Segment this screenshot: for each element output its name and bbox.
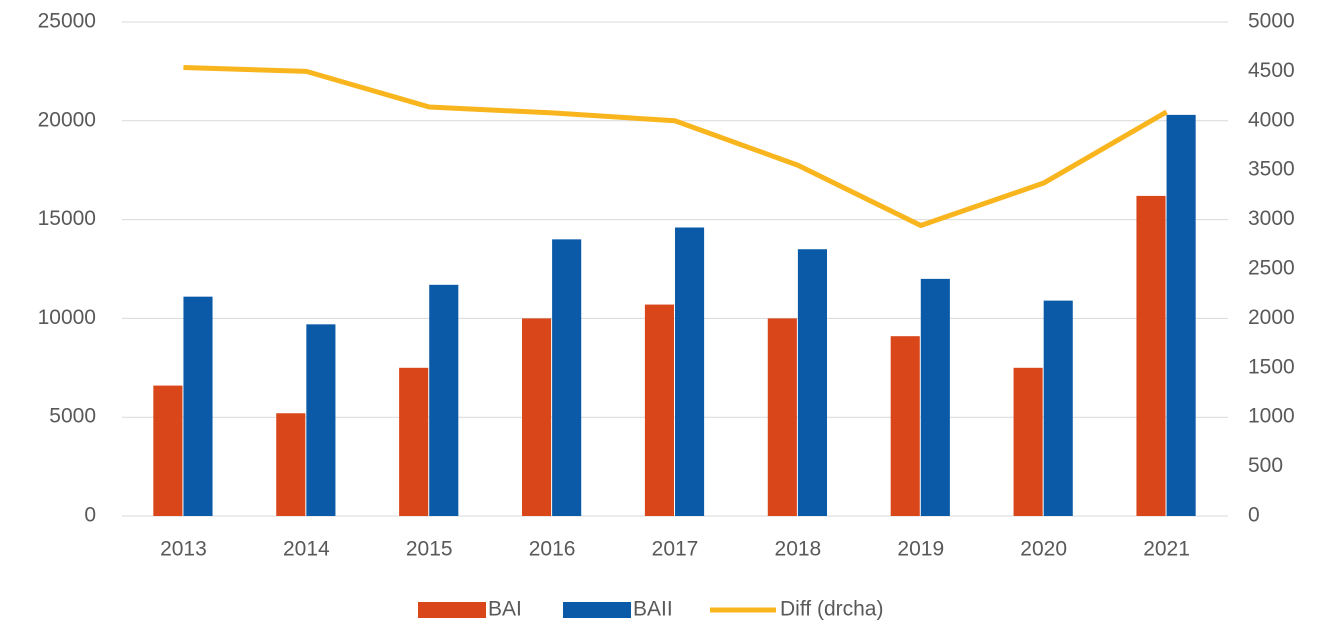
bar — [522, 318, 552, 516]
line — [183, 64, 1168, 229]
y-tick-label: 5000 — [49, 405, 96, 428]
legend-label: BAII — [633, 598, 673, 621]
bar — [1013, 367, 1043, 516]
y2-tick-label: 5000 — [1248, 10, 1295, 33]
y2-tick-label: 1500 — [1248, 355, 1295, 378]
y2-tick-label: 4000 — [1248, 108, 1295, 131]
y2-tick-label: 0 — [1248, 504, 1260, 527]
y-tick-label: 25000 — [38, 10, 96, 33]
y-tick-label: 10000 — [38, 306, 96, 329]
bar — [890, 336, 920, 516]
bar — [675, 227, 705, 516]
bar — [153, 385, 183, 516]
y-tick-label: 15000 — [38, 207, 96, 230]
legend-swatch — [418, 602, 486, 618]
bar — [1166, 114, 1196, 516]
x-tick-label: 2017 — [652, 538, 699, 561]
y2-tick-label: 2500 — [1248, 257, 1295, 280]
y2-tick-label: 3000 — [1248, 207, 1295, 230]
x-tick-label: 2018 — [775, 538, 822, 561]
legend-label: Diff (drcha) — [780, 598, 883, 621]
x-tick-label: 2019 — [897, 538, 944, 561]
bar — [1043, 300, 1073, 516]
bar — [920, 278, 950, 516]
bar — [644, 304, 674, 516]
y2-tick-label: 4500 — [1248, 59, 1295, 82]
y-tick-label: 20000 — [38, 108, 96, 131]
x-tick-label: 2021 — [1143, 538, 1190, 561]
x-tick-label: 2014 — [283, 538, 330, 561]
y2-tick-label: 3500 — [1248, 158, 1295, 181]
y2-tick-label: 2000 — [1248, 306, 1295, 329]
x-tick-label: 2020 — [1020, 538, 1067, 561]
bar — [552, 239, 582, 517]
bar — [1136, 195, 1166, 516]
y-tick-label: 0 — [84, 504, 96, 527]
x-tick-label: 2015 — [406, 538, 453, 561]
bar — [429, 284, 459, 516]
bar — [276, 413, 306, 516]
x-tick-label: 2013 — [160, 538, 207, 561]
bar — [399, 367, 429, 516]
legend-swatch — [563, 602, 631, 618]
bar — [797, 249, 827, 517]
y2-tick-label: 1000 — [1248, 405, 1295, 428]
bar — [306, 324, 336, 516]
x-tick-label: 2016 — [529, 538, 576, 561]
bar — [183, 296, 213, 516]
y2-tick-label: 500 — [1248, 454, 1283, 477]
bar — [767, 318, 797, 516]
legend-label: BAI — [488, 598, 522, 621]
